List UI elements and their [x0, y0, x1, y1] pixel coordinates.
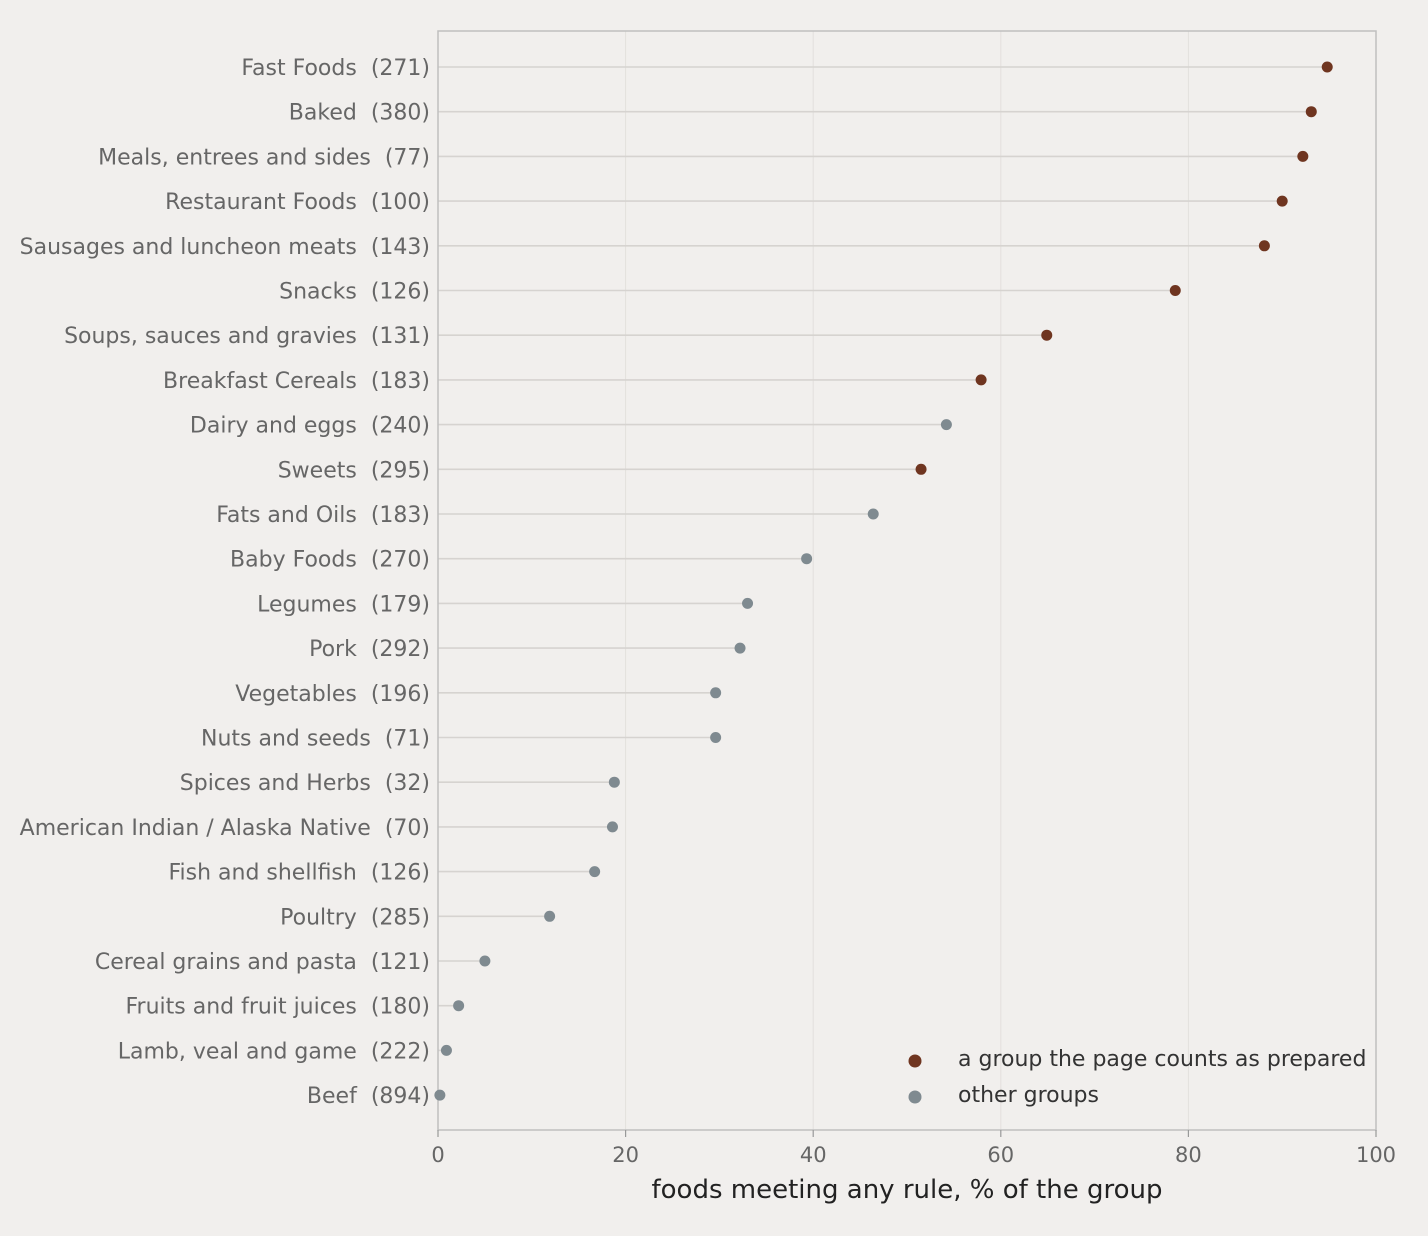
data-point [608, 776, 620, 788]
data-point [975, 374, 987, 386]
data-points [434, 61, 1333, 1101]
category-name: Vegetables [235, 682, 357, 707]
data-point [710, 732, 722, 743]
plot-frame [437, 30, 1377, 1131]
legend-label-other: other groups [958, 1083, 1099, 1108]
category-count: (222) [371, 1039, 430, 1064]
data-point [434, 1089, 446, 1101]
category-name: Lamb, veal and game [118, 1039, 357, 1064]
category-name: Sweets [278, 458, 357, 483]
category-count: (179) [371, 592, 430, 617]
category-count: (285) [371, 905, 430, 930]
category-count: (183) [371, 503, 430, 528]
category-count: (126) [371, 280, 430, 305]
category-labels: (271) Fast Foods (380) Baked (77) Meals, entr… [20, 56, 430, 1109]
stems [438, 66, 1328, 1096]
category-name: Nuts and seeds [201, 727, 371, 752]
data-point [606, 821, 618, 833]
data-point [710, 687, 722, 699]
legend-label-prepared: a group the page counts as prepared [958, 1047, 1366, 1072]
data-point [453, 1000, 465, 1012]
category-count: (240) [371, 414, 430, 439]
data-point [1305, 106, 1317, 118]
category-name: Sausages and luncheon meats [20, 235, 357, 260]
data-point [1169, 285, 1181, 296]
data-point [589, 866, 601, 878]
data-point [915, 463, 927, 475]
category-name: Cereal grains and pasta [95, 950, 357, 975]
category-name: Dairy and eggs [190, 414, 357, 439]
category-name: Beef [307, 1084, 358, 1109]
data-point [801, 553, 813, 565]
category-count: (380) [371, 101, 430, 126]
category-count: (131) [371, 324, 430, 349]
category-count: (70) [385, 816, 430, 841]
gridlines [625, 31, 1189, 1130]
x-tick-label: 60 [987, 1143, 1014, 1167]
category-count: (180) [371, 995, 430, 1020]
category-name: American Indian / Alaska Native [20, 816, 371, 841]
data-point [544, 910, 556, 922]
category-name: Fast Foods [241, 56, 356, 81]
data-point [734, 642, 746, 654]
data-point [742, 597, 754, 609]
category-count: (894) [371, 1084, 430, 1109]
category-name: Snacks [279, 280, 357, 305]
data-point [479, 955, 491, 967]
x-tick-label: 80 [1175, 1143, 1202, 1167]
category-name: Spices and Herbs [180, 771, 371, 796]
data-point [1258, 240, 1270, 252]
category-count: (143) [371, 235, 430, 260]
plot-background [438, 31, 1376, 1130]
category-name: Soups, sauces and gravies [64, 324, 357, 349]
category-count: (196) [371, 682, 430, 707]
category-count: (183) [371, 369, 430, 394]
legend: a group the page counts as prepared othe… [908, 1047, 1366, 1108]
category-count: (71) [385, 727, 430, 752]
data-point [1297, 150, 1309, 162]
category-name: Fruits and fruit juices [125, 995, 356, 1020]
category-name: Fish and shellfish [168, 861, 356, 886]
x-tick-label: 0 [431, 1143, 444, 1167]
x-tick-label: 20 [612, 1143, 639, 1167]
category-name: Poultry [280, 905, 357, 930]
category-count: (126) [371, 861, 430, 886]
category-count: (295) [371, 458, 430, 483]
data-point [1321, 61, 1333, 73]
category-count: (32) [385, 771, 430, 796]
category-count: (271) [371, 56, 430, 81]
x-axis-title: foods meeting any rule, % of the group [652, 1175, 1163, 1205]
category-name: Baked [289, 101, 357, 126]
data-point [1276, 195, 1288, 207]
category-name: Legumes [257, 592, 357, 617]
category-count: (270) [371, 548, 430, 573]
category-count: (121) [371, 950, 430, 975]
category-count: (292) [371, 637, 430, 662]
category-count: (100) [371, 190, 430, 215]
category-name: Restaurant Foods [165, 190, 357, 215]
category-name: Breakfast Cereals [163, 369, 357, 394]
data-point [440, 1044, 452, 1056]
category-name: Meals, entrees and sides [98, 145, 371, 170]
category-name: Fats and Oils [216, 503, 357, 528]
category-name: Pork [309, 637, 357, 662]
x-axis-ticks: 0 20 40 60 80 100 [431, 1130, 1396, 1167]
x-tick-label: 100 [1356, 1143, 1396, 1167]
data-point [867, 508, 879, 520]
category-count: (77) [385, 145, 430, 170]
legend-marker-prepared [908, 1054, 922, 1068]
data-point [940, 419, 952, 431]
x-tick-label: 40 [800, 1143, 827, 1167]
category-name: Baby Foods [230, 548, 357, 573]
legend-marker-other [908, 1090, 922, 1104]
data-point [1041, 329, 1053, 341]
